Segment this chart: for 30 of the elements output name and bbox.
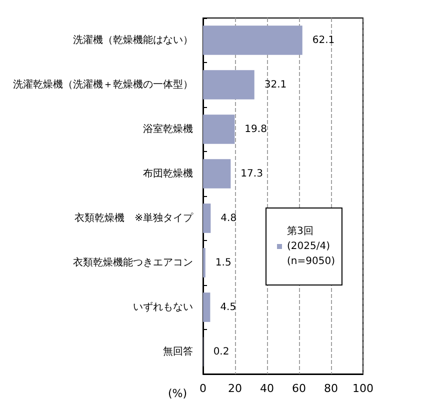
y-tick-label: いずれもない [133, 300, 193, 313]
x-tick-label: 100 [352, 382, 374, 395]
x-tick-label: 60 [292, 382, 306, 395]
y-tick-label: 洗濯乾燥機（洗濯機＋乾燥機の一体型） [13, 78, 193, 90]
bar [203, 159, 231, 188]
data-label: 32.1 [264, 79, 287, 90]
data-label: 19.8 [244, 124, 267, 135]
data-label: 17.3 [240, 168, 263, 180]
data-label: 1.5 [215, 257, 232, 268]
data-label: 0.2 [213, 346, 230, 358]
x-tick-label: 20 [228, 382, 242, 395]
bar [203, 204, 211, 233]
data-label: 4.5 [220, 302, 236, 313]
x-tick-label: 80 [324, 382, 338, 395]
bar [203, 292, 210, 322]
data-label: 62.1 [312, 34, 335, 46]
bar [203, 114, 235, 144]
bar [203, 70, 254, 100]
data-label: 4.8 [220, 212, 237, 224]
x-tick-label: 40 [260, 382, 274, 395]
y-tick-label: 衣類乾燥機能つきエアコン [73, 256, 193, 268]
bar [203, 26, 302, 55]
y-tick-label: 洗濯機（乾燥機能はない） [73, 34, 193, 46]
x-axis-title: (%) [168, 387, 187, 400]
y-tick-label: 布団乾燥機 [143, 167, 193, 180]
y-tick-label: 浴室乾燥機 [143, 122, 193, 135]
y-tick-label: 衣類乾燥機 ※単独タイプ [74, 212, 194, 224]
x-tick-label: 0 [200, 382, 206, 395]
y-tick-label: 無回答 [163, 345, 193, 358]
legend-label: 第3回 (2025/4) (n=9050) [287, 225, 336, 267]
